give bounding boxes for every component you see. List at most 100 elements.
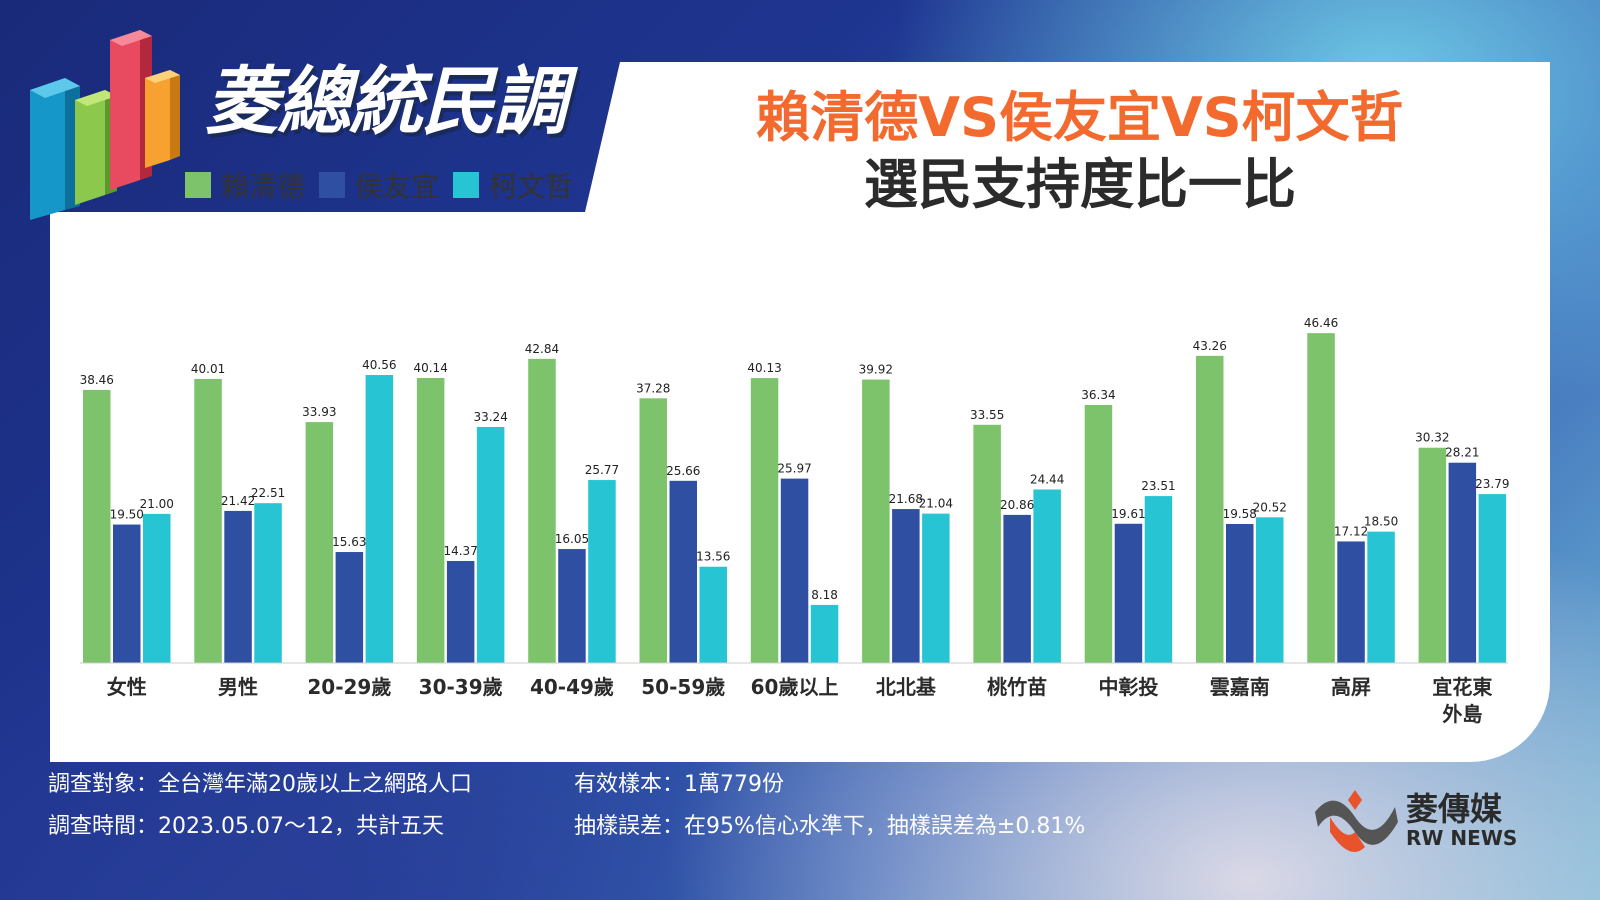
- bar-value-label: 17.12: [1334, 524, 1368, 538]
- category-label: 桃竹苗: [987, 675, 1047, 699]
- bar: [224, 510, 252, 663]
- bar: [1448, 462, 1477, 663]
- bar-value-label: 13.56: [696, 550, 730, 564]
- bar-value-label: 38.46: [80, 373, 114, 387]
- bar-value-label: 23.79: [1475, 477, 1509, 491]
- category-label: 50-59歲: [641, 675, 725, 699]
- category-label: 高屏: [1331, 675, 1371, 699]
- bar-value-label: 25.66: [666, 464, 700, 478]
- bar-value-label: 20.86: [1000, 498, 1034, 512]
- category-label: 北北基: [876, 675, 937, 699]
- bar-value-label: 40.14: [413, 361, 447, 375]
- brand-logo: 菱傳媒 RW NEWS: [1310, 772, 1530, 862]
- bar: [446, 560, 475, 663]
- bar-value-label: 15.63: [332, 535, 366, 549]
- bar: [892, 509, 920, 663]
- bar: [1003, 514, 1031, 663]
- bar-value-label: 23.51: [1141, 479, 1175, 493]
- bar: [1114, 523, 1143, 663]
- chart-title: 賴清德VS侯友宜VS柯文哲 選民支持度比一比: [700, 86, 1460, 220]
- logo-block: 菱總統民調: [20, 20, 620, 220]
- legend-item-hou: 侯友宜: [319, 165, 439, 205]
- bar: [639, 398, 667, 663]
- bar-logo-icon: [30, 30, 180, 220]
- category-label: 30-39歲: [419, 675, 503, 699]
- bar: [335, 552, 364, 663]
- survey-subject: 調查對象：全台灣年滿20歲以上之網路人口: [48, 772, 472, 797]
- bar-value-label: 39.92: [859, 363, 893, 377]
- bar-value-label: 33.24: [473, 410, 507, 424]
- bar-value-label: 42.84: [525, 342, 559, 356]
- bar: [973, 424, 1001, 663]
- category-label: 中彰投: [1098, 675, 1158, 699]
- legend-label: 侯友宜: [355, 170, 440, 203]
- bar-value-label: 40.13: [747, 361, 781, 375]
- bar: [305, 422, 334, 663]
- category-label: 20-29歲: [307, 675, 391, 699]
- bar-value-label: 21.04: [919, 497, 953, 511]
- bar-value-label: 25.77: [585, 463, 619, 477]
- legend-swatch: [319, 172, 346, 198]
- bar-value-label: 25.97: [777, 462, 811, 476]
- bar-value-label: 22.51: [251, 486, 285, 500]
- bar-value-label: 36.34: [1081, 388, 1115, 402]
- bar: [416, 378, 445, 663]
- bar-value-label: 43.26: [1193, 339, 1227, 353]
- bar: [1337, 541, 1365, 663]
- legend-label: 柯文哲: [489, 170, 574, 203]
- sampling-error: 抽樣誤差：在95%信心水準下，抽樣誤差為±0.81%: [574, 814, 1086, 839]
- bar-value-label: 14.37: [443, 544, 477, 558]
- bar-value-label: 21.00: [140, 497, 174, 511]
- bar-value-label: 33.55: [970, 408, 1004, 422]
- bar-value-label: 33.93: [302, 405, 336, 419]
- bar: [750, 378, 779, 663]
- bar: [1478, 494, 1507, 663]
- logo-title: 菱總統民調: [205, 59, 567, 145]
- bar: [528, 358, 556, 663]
- category-label: 女性: [107, 675, 147, 699]
- bar: [143, 513, 171, 663]
- survey-period: 調查時間：2023.05.07～12，共計五天: [48, 814, 444, 839]
- bar: [83, 389, 111, 663]
- chart-legend: 賴清德 侯友宜 柯文哲: [185, 165, 573, 205]
- legend-item-ko: 柯文哲: [453, 165, 573, 205]
- bar-value-label: 28.21: [1445, 446, 1479, 460]
- legend-swatch: [185, 172, 211, 198]
- bar: [558, 549, 586, 663]
- footer-right: 有效樣本：1萬779份 抽樣誤差：在95%信心水準下，抽樣誤差為±0.81%: [574, 764, 1085, 848]
- bar: [1144, 496, 1173, 663]
- legend-label: 賴清德: [221, 170, 306, 203]
- bar-value-label: 19.61: [1111, 507, 1145, 521]
- category-label: 60歲以上: [751, 675, 839, 699]
- legend-swatch: [453, 172, 480, 198]
- bar: [810, 604, 839, 663]
- bar: [1033, 489, 1061, 663]
- rw-news-logo-icon: [1315, 790, 1398, 852]
- bar: [588, 480, 616, 663]
- bar-value-label: 37.28: [636, 381, 670, 395]
- bar-value-label: 46.46: [1304, 316, 1338, 330]
- bar: [476, 426, 505, 663]
- category-label: 雲嘉南: [1210, 675, 1270, 699]
- bar: [194, 378, 222, 663]
- brand-name: 菱傳媒: [1406, 790, 1503, 828]
- bar: [1196, 355, 1224, 663]
- category-label: 男性: [218, 675, 258, 699]
- footer-left: 調查對象：全台灣年滿20歲以上之網路人口 調查時間：2023.05.07～12，…: [48, 764, 472, 848]
- bar: [1256, 517, 1284, 663]
- bar: [1307, 333, 1335, 663]
- sample-size: 有效樣本：1萬779份: [574, 772, 784, 797]
- bar-value-label: 24.44: [1030, 472, 1064, 486]
- bar: [922, 513, 950, 663]
- title-line-1: 賴清德VS侯友宜VS柯文哲: [756, 86, 1404, 149]
- bar: [1226, 523, 1254, 663]
- bar-value-label: 40.01: [191, 362, 225, 376]
- title-line-2: 選民支持度比一比: [864, 153, 1296, 216]
- bar: [699, 566, 727, 663]
- bar-value-label: 30.32: [1415, 431, 1449, 445]
- bar-value-label: 16.05: [555, 532, 589, 546]
- bar-value-label: 20.52: [1253, 500, 1287, 514]
- bar-value-label: 19.50: [110, 508, 144, 522]
- bar: [669, 480, 697, 663]
